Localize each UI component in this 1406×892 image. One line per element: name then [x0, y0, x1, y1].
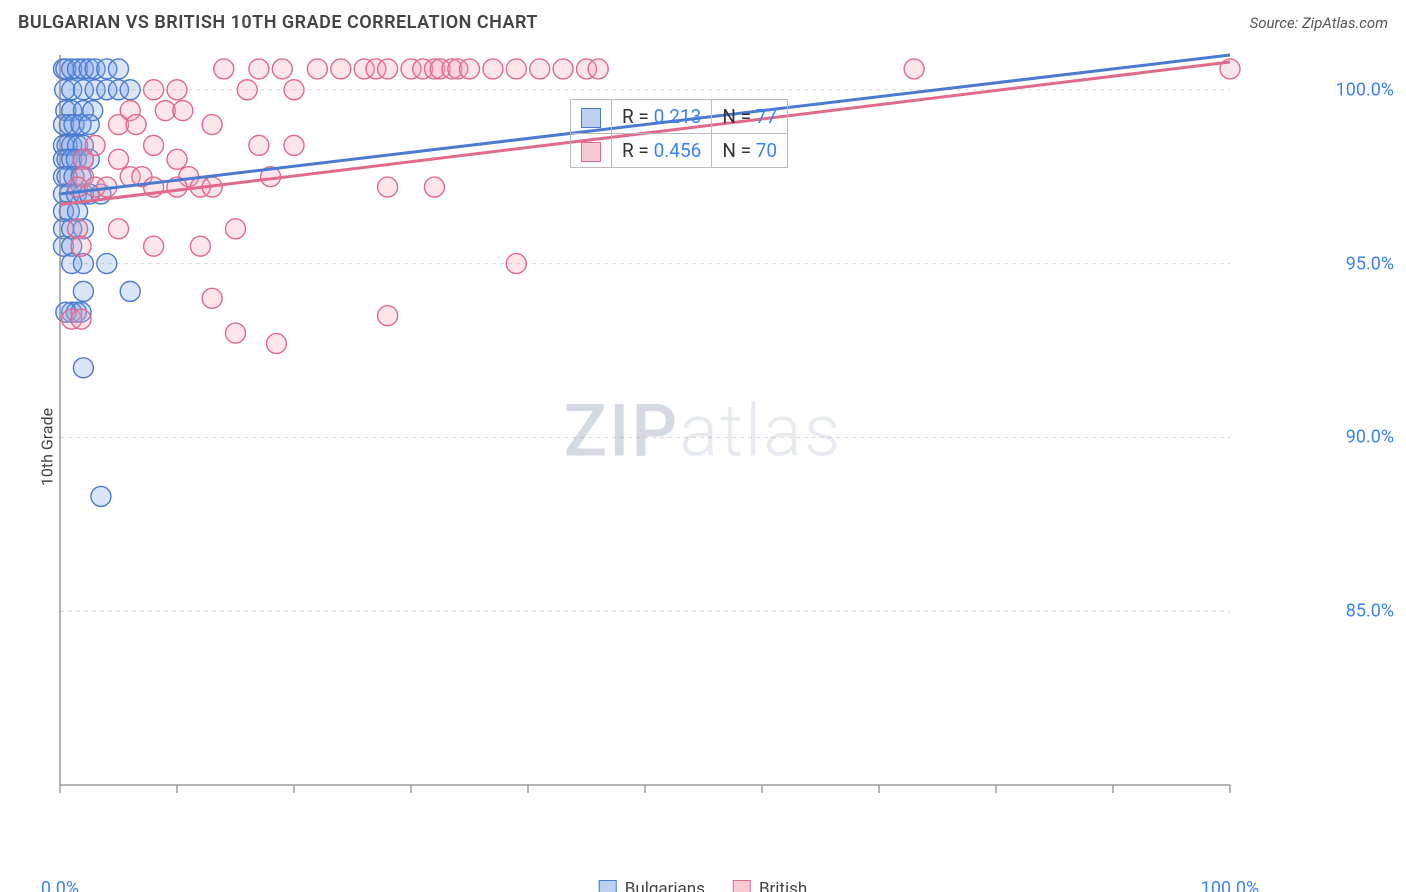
y-tick-label: 90.0%: [1346, 427, 1394, 448]
chart-area: 10th Grade ZIPatlas R = 0.213 N = 77 R =…: [0, 37, 1406, 857]
x-tick-label: 100.0%: [1201, 878, 1259, 892]
y-tick-label: 100.0%: [1336, 79, 1394, 100]
legend-label-british: British: [759, 879, 807, 892]
chart-header: BULGARIAN VS BRITISH 10TH GRADE CORRELAT…: [0, 0, 1406, 37]
y-tick-label: 85.0%: [1346, 601, 1394, 622]
legend-swatch-bulgarians: [599, 880, 617, 892]
y-tick-label: 95.0%: [1346, 253, 1394, 274]
stats-swatch-british: [581, 142, 601, 162]
stats-n-value-1: 70: [756, 139, 777, 162]
source-label: Source: ZipAtlas.com: [1250, 14, 1388, 32]
stats-table: R = 0.213 N = 77 R = 0.456 N = 70: [570, 99, 788, 168]
stats-r-value-1: 0.456: [654, 139, 702, 162]
correlation-stats-box: R = 0.213 N = 77 R = 0.456 N = 70: [570, 99, 788, 168]
stats-r-label-1: R =: [622, 139, 649, 162]
stats-n-value-0: 77: [756, 105, 777, 128]
stats-n-label-0: N =: [722, 105, 751, 128]
legend-item-british: British: [733, 879, 807, 892]
legend-swatch-british: [733, 880, 751, 892]
legend-item-bulgarians: Bulgarians: [599, 879, 705, 892]
stats-n-label-1: N =: [722, 139, 751, 162]
chart-title: BULGARIAN VS BRITISH 10TH GRADE CORRELAT…: [18, 12, 538, 33]
chart-footer: 0.0% 100.0% Bulgarians British: [0, 857, 1406, 892]
stats-r-value-0: 0.213: [654, 105, 702, 128]
stats-row-british: R = 0.456 N = 70: [571, 134, 788, 168]
stats-r-label-0: R =: [622, 105, 649, 128]
x-tick-label: 0.0%: [41, 878, 79, 892]
stats-row-bulgarians: R = 0.213 N = 77: [571, 100, 788, 134]
stats-swatch-bulgarians: [581, 108, 601, 128]
legend-label-bulgarians: Bulgarians: [625, 879, 705, 892]
legend: Bulgarians British: [599, 879, 808, 892]
